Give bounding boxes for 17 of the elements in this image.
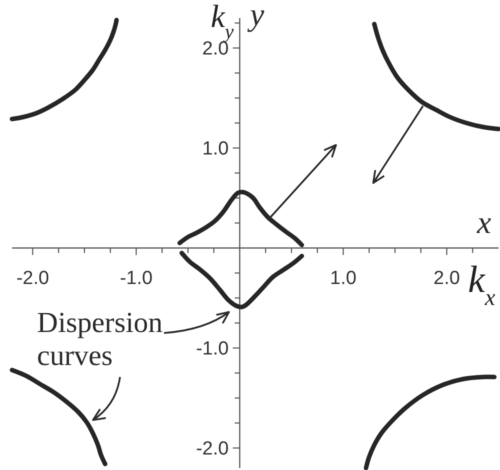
x-tick-label: 1.0 [330,268,356,289]
y-tick-label: -2.0 [196,438,229,460]
line-series [10,18,119,122]
x-tick-label: 2.0 [434,268,460,289]
line-series [10,368,108,466]
annotation: y [247,0,265,32]
line-series [177,190,304,248]
line-series [372,22,500,132]
y-tick-label: 1.0 [202,138,229,160]
annotation: Dispersion curves [37,307,164,372]
line-series [180,250,304,310]
x-tick-label: -1.0 [120,268,153,289]
y-tick-label: -1.0 [196,338,229,360]
x-tick-label: -2.0 [16,268,50,289]
annotation: x [476,204,492,240]
line-series [364,374,497,470]
x-axis-title: k$_{x}$ [468,259,496,311]
